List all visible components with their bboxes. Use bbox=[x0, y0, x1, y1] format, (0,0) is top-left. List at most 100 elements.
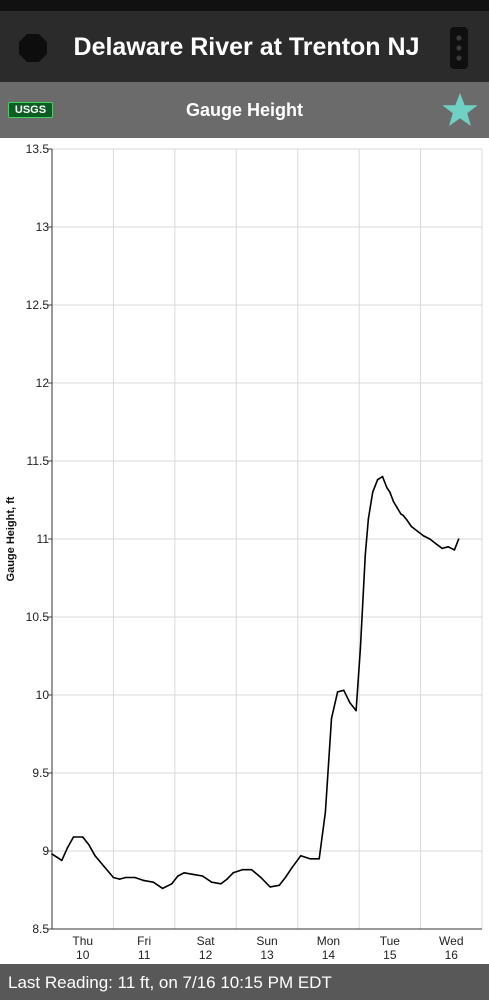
y-tick-label: 10.5 bbox=[26, 610, 50, 624]
gauge-height-point bbox=[81, 836, 84, 838]
usgs-logo: USGS bbox=[8, 102, 53, 118]
gauge-height-point bbox=[376, 478, 379, 481]
gauge-height-point bbox=[392, 500, 395, 503]
gauge-height-point bbox=[66, 847, 69, 849]
x-tick-day: Tue bbox=[380, 934, 401, 948]
gauge-height-point bbox=[396, 507, 399, 509]
y-tick-label: 9 bbox=[42, 844, 49, 858]
gauge-title: Gauge Height bbox=[185, 100, 303, 120]
gauge-height-point bbox=[349, 702, 351, 704]
gauge-height-point bbox=[429, 538, 431, 540]
gauge-height-point bbox=[406, 519, 408, 522]
gauge-height-point bbox=[220, 883, 222, 885]
gauge-height-point bbox=[177, 875, 179, 877]
gauge-height-point bbox=[284, 876, 287, 879]
gauge-height-point bbox=[381, 475, 384, 478]
gauge-height-point bbox=[152, 881, 155, 883]
x-tick-date: 11 bbox=[138, 948, 151, 962]
gauge-height-point bbox=[309, 858, 311, 860]
gauge-chart: 13.5 13 12.5 12 11.5 11 10.5 10 9.5 9 8.5 Thu 10 Fri 1… bbox=[0, 138, 489, 964]
gauge-height-point bbox=[422, 535, 425, 537]
gauge-height-point bbox=[112, 876, 115, 879]
gauge-height-point bbox=[318, 858, 321, 860]
gauge-height-point bbox=[453, 549, 456, 551]
x-tick-date: 14 bbox=[322, 948, 336, 962]
gauge-height-point bbox=[278, 884, 281, 887]
gauge-height-point bbox=[56, 856, 58, 858]
gauge-height-point bbox=[260, 876, 262, 879]
y-tick-label: 10 bbox=[36, 688, 50, 702]
x-tick-day: Sun bbox=[256, 934, 277, 948]
y-tick-label: 9.5 bbox=[32, 766, 49, 780]
x-tick-day: Fri bbox=[137, 934, 151, 948]
gauge-height-point bbox=[124, 876, 127, 879]
gauge-height-point bbox=[201, 875, 204, 877]
gauge-height-point bbox=[183, 872, 185, 874]
gauge-height-point bbox=[330, 717, 333, 720]
gauge-height-point bbox=[61, 859, 63, 862]
gauge-height-point bbox=[161, 887, 164, 890]
gauge-height-point bbox=[324, 811, 327, 813]
gauge-height-point bbox=[51, 853, 53, 855]
x-tick-day: Mon bbox=[317, 934, 340, 948]
last-reading-bar: Last Reading: 11 ft, on 7/16 10:15 PM ED… bbox=[0, 964, 489, 1000]
gauge-height-point bbox=[441, 547, 443, 550]
status-bar bbox=[0, 0, 489, 11]
page-title: Delaware River at Trenton NJ bbox=[73, 33, 420, 61]
y-axis-label: Gauge Height, ft bbox=[5, 496, 17, 581]
gauge-subheader: USGS Gauge Height bbox=[0, 82, 489, 138]
gauge-height-point bbox=[435, 542, 437, 545]
y-tick-label: 8.5 bbox=[32, 922, 49, 936]
x-tick-day: Thu bbox=[72, 934, 93, 948]
x-tick-date: 12 bbox=[199, 948, 213, 962]
gauge-height-point bbox=[269, 886, 271, 888]
app-logo-icon[interactable] bbox=[17, 32, 49, 64]
gauge-height-point bbox=[410, 525, 413, 528]
gauge-height-point bbox=[143, 879, 145, 882]
gauge-height-point bbox=[210, 881, 213, 883]
overflow-menu-icon[interactable] bbox=[446, 25, 472, 71]
x-tick-day: Wed bbox=[439, 934, 463, 948]
gauge-height-point bbox=[457, 538, 460, 540]
gauge-height-point bbox=[359, 647, 362, 649]
gauge-height-point bbox=[416, 530, 419, 532]
gauge-height-point bbox=[118, 878, 121, 880]
gauge-height-point bbox=[88, 844, 90, 846]
gauge-height-point bbox=[386, 486, 388, 489]
x-tick-date: 16 bbox=[445, 948, 459, 962]
y-tick-label: 13.5 bbox=[26, 142, 50, 156]
gauge-height-point bbox=[367, 517, 370, 520]
y-tick-label: 11.5 bbox=[27, 454, 50, 468]
gauge-height-point bbox=[300, 854, 302, 857]
gauge-height-point bbox=[250, 868, 253, 871]
gauge-height-point bbox=[364, 553, 367, 556]
y-tick-label: 12.5 bbox=[26, 298, 50, 312]
gauge-height-point bbox=[226, 878, 228, 880]
y-tick-label: 11 bbox=[37, 532, 50, 546]
gauge-height-point bbox=[290, 867, 293, 869]
y-tick-label: 13 bbox=[36, 220, 50, 234]
gauge-height-point bbox=[103, 865, 105, 868]
y-tick-label: 12 bbox=[36, 376, 50, 390]
gauge-height-point bbox=[355, 709, 357, 712]
gauge-height-point bbox=[447, 546, 450, 548]
gauge-height-point bbox=[232, 872, 234, 874]
gauge-height-point bbox=[389, 491, 391, 494]
gauge-height-point bbox=[336, 691, 339, 693]
last-reading-text: Last Reading: 11 ft, on 7/16 10:15 PM ED… bbox=[8, 973, 332, 992]
x-tick-date: 13 bbox=[260, 948, 274, 962]
gauge-height-point bbox=[171, 883, 173, 885]
gauge-height-point bbox=[400, 513, 402, 515]
gauge-height-point bbox=[192, 873, 195, 876]
gauge-height-chart: 13.51312.51211.51110.5109.598.5Thu10Fri1… bbox=[5, 142, 483, 962]
gauge-height-point bbox=[94, 854, 96, 857]
gauge-height-point bbox=[402, 514, 405, 517]
gauge-height-point bbox=[72, 836, 75, 838]
x-tick-date: 10 bbox=[76, 948, 90, 962]
gauge-height-point bbox=[371, 491, 374, 494]
x-tick-date: 15 bbox=[383, 948, 397, 962]
gauge-height-point bbox=[241, 868, 244, 871]
gauge-height-point bbox=[343, 689, 345, 692]
star-icon[interactable] bbox=[441, 92, 479, 128]
app-bar: Delaware River at Trenton NJ bbox=[0, 11, 489, 82]
